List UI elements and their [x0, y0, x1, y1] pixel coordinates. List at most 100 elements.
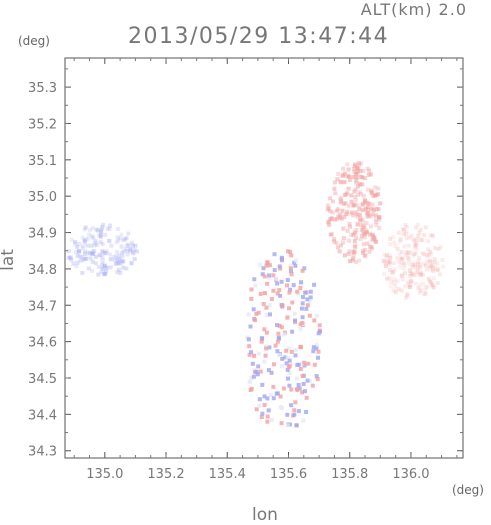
echo-cell [275, 281, 280, 286]
echo-cell [259, 339, 264, 344]
echo-cell [412, 252, 417, 256]
echo-cell [262, 394, 267, 399]
echo-cell [359, 228, 364, 233]
echo-cell [402, 228, 406, 232]
echo-cell [339, 243, 344, 248]
echo-cell [406, 280, 411, 285]
echo-cell [287, 371, 292, 375]
echo-cell [332, 180, 337, 185]
echo-cell [292, 260, 297, 265]
echo-cell [286, 376, 290, 381]
echo-cell [353, 171, 358, 176]
echo-cell [130, 250, 135, 255]
echo-cell [352, 239, 357, 244]
echo-cell [80, 246, 85, 251]
echo-cell [413, 225, 418, 230]
echo-cell [361, 230, 366, 235]
echo-cell [100, 224, 105, 229]
echo-cell [395, 279, 400, 284]
echo-cell [400, 277, 405, 282]
echo-cell [116, 267, 121, 272]
echo-cell [346, 203, 351, 208]
echo-cell [259, 336, 264, 341]
echo-cell [82, 238, 87, 243]
echo-cell [314, 313, 319, 318]
echo-cell [284, 348, 289, 353]
echo-cell [285, 367, 290, 372]
echo-cell [345, 228, 350, 233]
echo-cell [328, 232, 333, 237]
echo-cell [286, 365, 291, 370]
echo-cell [387, 252, 392, 257]
echo-cell [426, 276, 431, 281]
echo-cell [403, 232, 408, 237]
echo-cell [98, 240, 103, 245]
echo-cell [355, 193, 360, 197]
echo-cell [355, 214, 360, 219]
echo-cell [417, 230, 422, 235]
echo-cell [420, 273, 425, 277]
echo-cell [128, 247, 133, 252]
echo-cell [351, 166, 356, 171]
echo-cell [326, 220, 331, 224]
echo-cell [435, 281, 440, 285]
echo-cell [302, 360, 307, 365]
echo-cell [365, 211, 370, 216]
echo-cell [426, 252, 431, 257]
echo-cell [366, 208, 371, 212]
echo-cell [132, 248, 137, 253]
echo-cell [120, 259, 125, 264]
echo-cell [383, 264, 388, 269]
echo-cell [278, 293, 283, 298]
echo-cell [369, 190, 374, 195]
echo-cell [249, 350, 254, 355]
echo-cell [402, 261, 407, 266]
echo-cell [124, 244, 129, 248]
echo-cell [429, 251, 434, 256]
echo-cell [304, 306, 309, 311]
echo-cell [345, 212, 350, 217]
echo-cell [426, 247, 431, 252]
echo-cell [268, 392, 273, 397]
echo-cell [276, 331, 281, 336]
echo-cell [258, 369, 263, 374]
echo-cell [435, 268, 440, 273]
echo-cell [388, 242, 393, 247]
echo-cell [406, 253, 411, 258]
echo-cell [100, 241, 105, 246]
echo-cell [316, 349, 321, 354]
echo-cell [353, 243, 358, 248]
echo-cell [422, 252, 427, 257]
echo-cell [341, 173, 346, 178]
echo-cell [252, 277, 257, 282]
echo-cell [340, 216, 344, 221]
echo-cell [402, 271, 407, 276]
echo-cell [88, 250, 92, 255]
echo-cell [116, 238, 120, 243]
echo-cell [382, 259, 387, 264]
echo-cell [301, 382, 306, 386]
echo-cell [248, 324, 253, 329]
echo-cell [342, 171, 347, 176]
echo-cell [266, 275, 271, 280]
echo-cell [358, 216, 363, 221]
echo-cell [76, 249, 81, 254]
echo-cell [354, 198, 359, 203]
echo-cell [383, 258, 388, 263]
echo-cell [406, 243, 411, 248]
echo-region-central-south-echo [245, 249, 322, 428]
echo-cell [358, 192, 363, 196]
echo-cell [297, 386, 302, 391]
echo-cell [262, 291, 267, 296]
echo-cell [355, 221, 360, 226]
echo-cell [356, 222, 360, 227]
echo-cell [254, 311, 259, 316]
echo-cell [384, 264, 389, 269]
echo-cell [388, 267, 393, 272]
echo-cell [75, 253, 80, 258]
echo-cell [342, 253, 347, 258]
echo-cell [131, 243, 135, 248]
echo-cell [132, 257, 137, 262]
echo-cell [131, 251, 136, 256]
echo-cell [400, 256, 405, 261]
